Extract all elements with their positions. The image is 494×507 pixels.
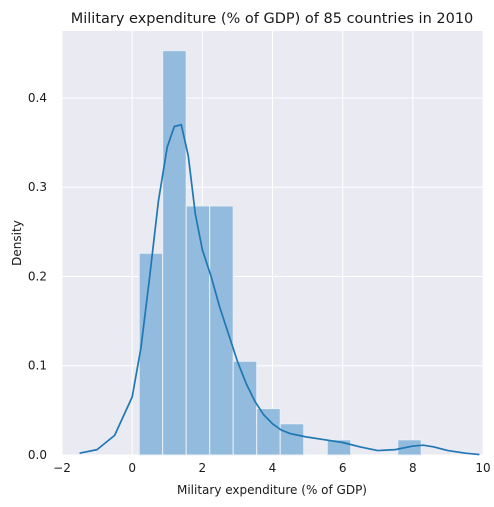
y-tick-label: 0.3 [28,180,47,194]
x-tick-label: 0 [128,461,136,475]
histogram-bar [138,252,164,456]
y-tick-label: 0.0 [28,448,47,462]
histogram-bar [185,205,211,456]
x-tick-label: 6 [339,461,347,475]
y-tick-label: 0.1 [28,359,47,373]
x-tick-label: 2 [199,461,207,475]
y-axis: 0.0 0.1 0.2 0.3 0.4 [28,91,47,462]
chart-title: Military expenditure (% of GDP) of 85 co… [71,11,474,27]
x-axis: −2 0 2 4 6 8 10 [53,461,490,475]
kde-line [79,123,480,456]
histogram-bar [209,205,234,456]
histogram-bar [232,360,258,456]
histogram-bar [256,408,281,456]
x-tick-label: 4 [269,461,277,475]
histogram-bar [279,423,305,456]
x-tick-label: 10 [475,461,490,475]
y-tick-label: 0.4 [28,91,47,105]
x-axis-label: Military expenditure (% of GDP) [177,483,367,497]
x-tick-label: −2 [53,461,71,475]
x-tick-label: 8 [409,461,417,475]
histogram-bar [162,50,187,456]
histogram-bars [138,50,422,456]
y-axis-label: Density [10,220,24,266]
y-tick-label: 0.2 [28,269,47,283]
